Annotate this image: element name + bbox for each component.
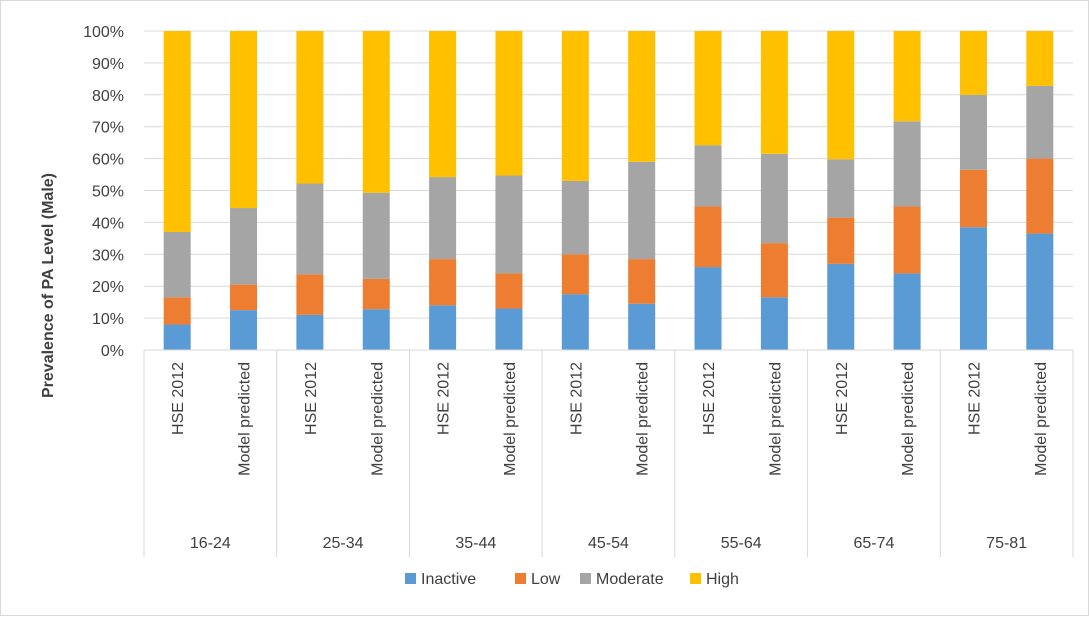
bar-segment-low [694,206,722,268]
group-label: 25-34 [323,535,364,552]
x-tick-label: HSE 2012 [834,362,851,435]
bar-segment-high [827,31,855,160]
x-tick-label: Model predicted [369,362,386,476]
bar-segment-low [628,259,656,304]
x-tick-label: Model predicted [900,362,917,476]
bar-segment-moderate [628,161,656,260]
bar-segment-moderate [362,192,390,279]
bar-segment-inactive [694,267,722,350]
y-axis-title: Prevalence of PA Level (Male) [40,173,57,398]
y-tick-label: 40% [92,215,124,232]
y-tick-label: 50% [92,184,124,201]
bar-segment-high [230,31,258,209]
x-tick-label: HSE 2012 [568,362,585,435]
legend-label: Inactive [421,571,476,588]
bar-segment-inactive [230,310,258,350]
x-tick-label: HSE 2012 [436,362,453,435]
bar-segment-high [296,31,324,184]
bar-segment-low [1026,158,1054,234]
y-tick-label: 60% [92,152,124,169]
y-tick-label: 30% [92,247,124,264]
bar-segment-moderate [495,175,523,274]
y-tick-label: 80% [92,88,124,105]
bar-segment-low [362,278,390,310]
y-tick-label: 100% [83,24,124,41]
bar-segment-low [561,254,589,295]
bar-segment-moderate [296,183,324,275]
bar-segment-low [296,274,324,315]
bar-segment-inactive [1026,233,1054,350]
y-tick-label: 20% [92,279,124,296]
bar-segment-moderate [429,177,457,260]
bar-segment-low [163,297,191,325]
bar-segment-high [362,31,390,193]
bar-segment-moderate [561,180,589,255]
x-tick-label: HSE 2012 [170,362,187,435]
x-tick-label: Model predicted [767,362,784,476]
y-tick-label: 70% [92,120,124,137]
y-tick-label: 10% [92,311,124,328]
group-label: 45-54 [588,535,629,552]
legend-swatch-inactive [405,573,416,584]
x-tick-label: HSE 2012 [966,362,983,435]
bar-segment-high [163,31,191,232]
bar-segment-moderate [694,145,722,207]
group-label: 16-24 [190,535,231,552]
x-tick-label: HSE 2012 [701,362,718,435]
bar-segment-inactive [628,303,656,350]
x-tick-label: Model predicted [635,362,652,476]
y-tick-label: 90% [92,56,124,73]
y-tick-label: 0% [101,343,124,360]
bar-segment-moderate [959,94,987,170]
bar-segment-low [827,217,855,264]
group-label: 65-74 [853,535,894,552]
bar-segment-inactive [561,294,589,350]
bar-segment-inactive [362,309,390,350]
bar-segment-low [495,273,523,309]
bar-segment-low [429,259,457,306]
bar-segment-high [561,31,589,181]
bar-segment-moderate [163,231,191,298]
bar-segment-inactive [827,263,855,350]
legend-swatch-high [690,573,701,584]
bar-segment-inactive [296,314,324,350]
bar-segment-inactive [760,297,788,350]
bar-segment-inactive [959,227,987,350]
x-tick-label: Model predicted [502,362,519,476]
bar-segment-low [230,284,258,311]
bar-segment-inactive [429,305,457,350]
group-label: 75-81 [986,535,1027,552]
group-label: 55-64 [721,535,762,552]
group-label: 35-44 [455,535,496,552]
legend-label: Low [531,571,561,588]
bar-segment-high [959,31,987,95]
x-tick-label: HSE 2012 [303,362,320,435]
bar-segment-moderate [760,153,788,244]
bar-segment-high [694,31,722,146]
bar-segment-inactive [893,273,921,350]
legend-swatch-low [515,573,526,584]
bar-segment-low [959,169,987,228]
bar-segment-moderate [230,208,258,285]
bar-segment-high [429,31,457,178]
legend-swatch-moderate [580,573,591,584]
bar-segment-low [893,206,921,274]
x-tick-label: Model predicted [1033,362,1050,476]
bar-segment-moderate [893,121,921,207]
bar-segment-high [893,31,921,122]
bar-segment-inactive [163,324,191,350]
bar-segment-high [628,31,656,162]
bar-segment-inactive [495,308,523,350]
x-tick-label: Model predicted [237,362,254,476]
bar-segment-moderate [827,159,855,218]
bar-segment-moderate [1026,85,1054,159]
bar-segment-low [760,243,788,298]
bar-segment-high [760,31,788,154]
legend-label: Moderate [596,571,664,588]
bar-segment-high [1026,31,1054,86]
bar-segment-high [495,31,523,176]
legend-label: High [706,571,739,588]
